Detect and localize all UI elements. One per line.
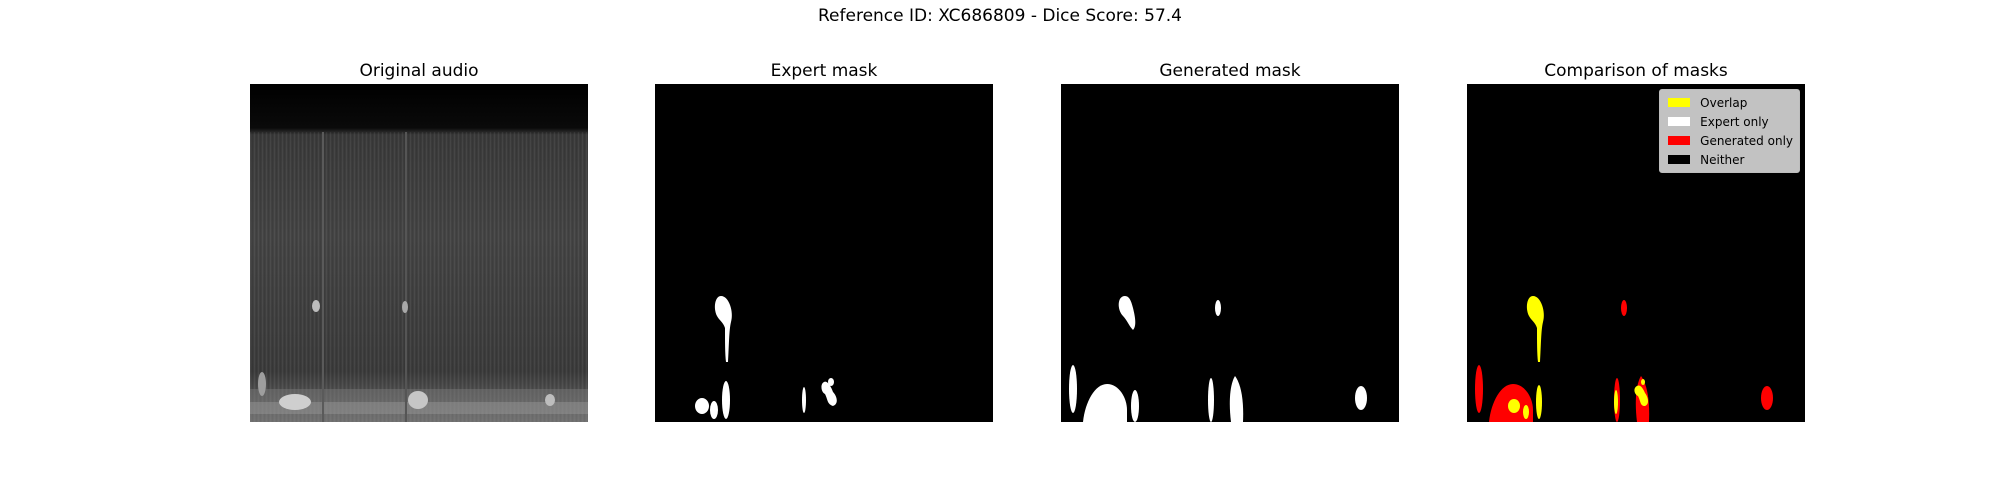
expert-mask-image xyxy=(655,84,993,422)
panel-title: Original audio xyxy=(359,61,479,81)
panel-title: Expert mask xyxy=(770,61,878,81)
legend-swatch xyxy=(1668,98,1691,107)
panel-title: Comparison of masks xyxy=(1544,61,1728,81)
comparison-image: Overlap Expert only Generated only Neith… xyxy=(1467,84,1805,422)
legend-swatch xyxy=(1668,155,1691,164)
legend-label: Expert only xyxy=(1700,114,1769,129)
legend-label: Overlap xyxy=(1700,95,1748,110)
legend-label: Neither xyxy=(1700,152,1745,167)
panel-generated-mask: Generated mask xyxy=(1061,58,1399,422)
legend: Overlap Expert only Generated only Neith… xyxy=(1659,89,1800,173)
panel-comparison: Comparison of masks Overlap xyxy=(1467,58,1805,422)
figure-title: Reference ID: XC686809 - Dice Score: 57.… xyxy=(818,6,1182,26)
legend-item-overlap: Overlap xyxy=(1664,93,1793,112)
legend-swatch xyxy=(1668,117,1691,126)
legend-swatch xyxy=(1668,136,1691,145)
panel-expert-mask: Expert mask xyxy=(655,58,993,422)
spectrogram-image xyxy=(250,84,588,422)
panel-title: Generated mask xyxy=(1159,61,1301,81)
legend-item-neither: Neither xyxy=(1664,150,1793,169)
legend-item-expert-only: Expert only xyxy=(1664,112,1793,131)
legend-item-generated-only: Generated only xyxy=(1664,131,1793,150)
legend-label: Generated only xyxy=(1700,133,1793,148)
panel-original-audio: Original audio xyxy=(250,58,588,422)
generated-mask-image xyxy=(1061,84,1399,422)
